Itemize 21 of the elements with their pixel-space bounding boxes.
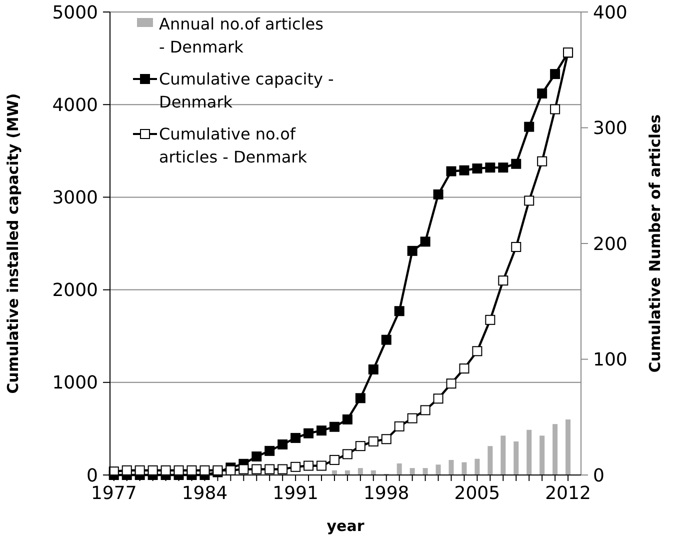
y2-axis-title: Cumulative Number of articles — [646, 114, 664, 373]
y-tick-label: 5000 — [52, 2, 98, 24]
y-axis-title: Cumulative installed capacity (MW) — [4, 93, 22, 394]
y-tick-label: 1000 — [52, 372, 98, 394]
y-tick-label: 3000 — [52, 188, 98, 208]
x-axis-title: year — [326, 517, 365, 535]
legend-label: Cumulative capacity - Denmark — [159, 70, 334, 112]
y2-tick-label: 200 — [593, 234, 628, 255]
y-tick-label: 2000 — [52, 280, 98, 302]
y2-tick-label: 300 — [593, 118, 628, 140]
y2-tick-label: 400 — [593, 2, 628, 24]
x-tick-label: 1998 — [363, 483, 410, 504]
legend-label: Annual no.of articles - Denmark — [159, 14, 324, 57]
x-tick-label: 1984 — [182, 483, 228, 504]
x-tick-label: 1991 — [272, 483, 318, 504]
y-tick-label: 4000 — [52, 94, 98, 116]
y2-tick-label: 100 — [593, 350, 628, 371]
y2-tick-label: 0 — [593, 465, 604, 486]
x-tick-label: 2005 — [454, 483, 500, 504]
legend-label: Cumulative no.of articles - Denmark — [159, 124, 308, 167]
x-tick-label: 2012 — [545, 483, 591, 504]
